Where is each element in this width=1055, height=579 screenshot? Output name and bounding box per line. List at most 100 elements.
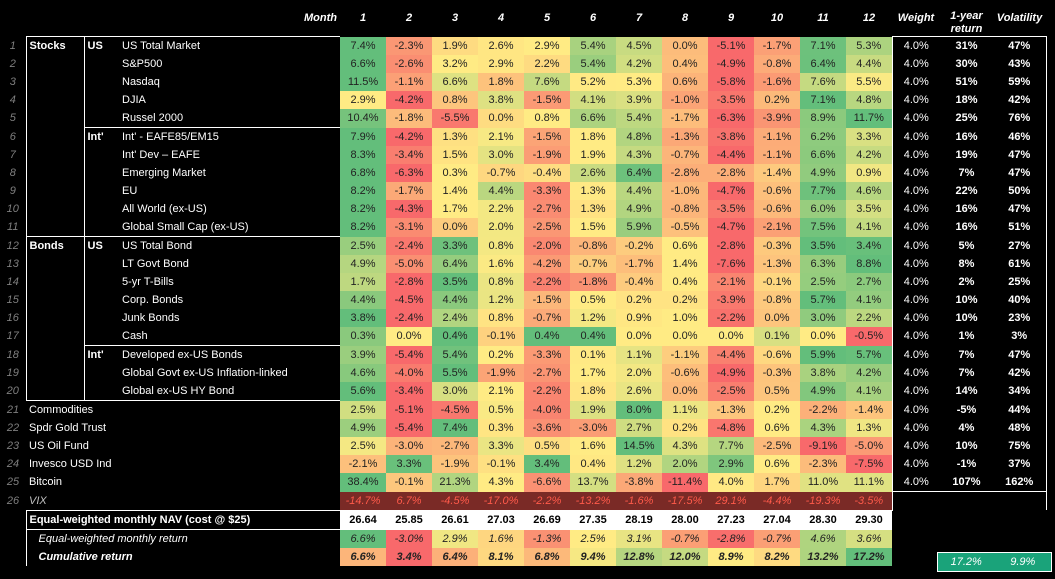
return-cell: -0.8%	[570, 236, 616, 255]
weight-cell: 4.0%	[891, 364, 940, 382]
return-cell: -3.3%	[524, 182, 570, 200]
asset-row: 9 EU 8.2% -1.7% 1.4% 4.4% -3.3% 1.3% 4.4% -1.0% -4…	[0, 182, 1047, 200]
return-cell: -2.0%	[524, 236, 570, 255]
month-header-6: 6	[589, 12, 597, 25]
row-number: 11	[7, 221, 19, 234]
return-cell: -0.6%	[754, 200, 800, 218]
weight-cell: 4.0%	[891, 437, 940, 455]
return-cell: 1.6%	[478, 255, 524, 273]
asset-row: 14 5-yr T-Bills 1.7% -2.8% 3.5% 0.8% -2.2% -1.8…	[0, 273, 1047, 291]
return-cell: 2.2%	[846, 309, 892, 327]
return-cell: -0.8%	[662, 200, 708, 218]
return-cell: -0.6%	[754, 345, 800, 364]
return-cell: -1.1%	[386, 73, 432, 91]
return-cell: -13.2%	[570, 491, 616, 510]
category-label	[25, 182, 84, 200]
return-cell: 4.9%	[616, 200, 662, 218]
return-cell: 5.4%	[570, 36, 616, 55]
return-cell: 4.9%	[340, 255, 386, 273]
return-cell: -3.0%	[570, 419, 616, 437]
return-cell: 2.1%	[478, 382, 524, 401]
subcategory-label	[83, 309, 119, 327]
return-cell: -4.5%	[432, 400, 478, 419]
weight-cell: 4.0%	[891, 91, 940, 109]
return-cell: 6.6%	[570, 109, 616, 128]
return-cell: -3.5%	[708, 200, 754, 218]
equal-weighted-return-cell: -0.7%	[754, 529, 800, 548]
return-cell: 2.0%	[662, 455, 708, 473]
cumulative-return-cell: 12.8%	[616, 547, 662, 566]
one-year-return-cell: -1%	[956, 458, 977, 470]
return-cell: -1.3%	[708, 400, 754, 419]
summary-return: 17.2%	[938, 553, 995, 571]
return-cell: -2.2%	[524, 491, 570, 510]
return-cell: -3.9%	[708, 291, 754, 309]
return-cell: 6.6%	[800, 146, 846, 164]
return-cell: 5.2%	[570, 73, 616, 91]
return-cell: -2.2%	[800, 400, 846, 419]
asset-name: Global Small Cap (ex-US)	[119, 218, 340, 237]
return-cell: -0.1%	[478, 455, 524, 473]
return-cell: -4.7%	[708, 218, 754, 237]
one-year-return-cell: 10%	[955, 312, 978, 324]
asset-row: 21 Commodities 2.5% -5.1% -4.5% 0.5% -4.0% 1.9%…	[0, 400, 1047, 419]
return-cell: -5.5%	[432, 109, 478, 128]
return-cell: 0.2%	[478, 345, 524, 364]
asset-name: Global ex-US HY Bond	[119, 382, 340, 401]
row-number: 9	[9, 185, 16, 197]
return-cell: 4.4%	[478, 182, 524, 200]
asset-row: 19 Global Govt ex-US Inflation-linked 4.6%…	[0, 364, 1047, 382]
return-cell: 0.4%	[570, 327, 616, 346]
return-cell: 1.1%	[616, 345, 662, 364]
return-cell: 4.4%	[340, 291, 386, 309]
nav-cell: 26.69	[524, 509, 570, 530]
asset-name: EU	[122, 185, 138, 197]
nav-cell: 27.03	[478, 509, 524, 530]
asset-row: 25 Bitcoin 38.4% -0.1% 21.3% 4.3% -6.6% 13.7% -3…	[0, 473, 1047, 492]
volatility-cell: 162%	[993, 473, 1047, 492]
return-cell: 0.4%	[524, 327, 570, 346]
row-number: 17	[6, 330, 19, 343]
return-cell: -5.4%	[386, 345, 432, 364]
return-cell: 8.9%	[800, 109, 846, 128]
return-cell: -7.5%	[846, 455, 892, 473]
return-cell: 6.2%	[800, 127, 846, 146]
return-cell: 6.8%	[340, 164, 386, 182]
return-cell: 4.1%	[846, 291, 892, 309]
equal-weighted-return-row: Equal-weighted monthly return 6.6% -3.0% 2.…	[0, 529, 1046, 548]
month-header-2: 2	[405, 12, 413, 25]
asset-name: Invesco USD Ind	[29, 458, 112, 470]
return-cell: 2.7%	[616, 419, 662, 437]
return-cell: -1.7%	[662, 109, 708, 128]
return-cell: -19.3%	[800, 491, 846, 510]
return-cell: 8.2%	[340, 182, 386, 200]
weight-cell: 4.0%	[891, 127, 940, 146]
weight-cell: 4.0%	[891, 200, 940, 218]
nav-cell: 28.19	[616, 509, 662, 530]
return-cell: 0.8%	[478, 309, 524, 327]
equal-weighted-return-cell: -0.7%	[662, 529, 708, 548]
weight-cell: 4.0%	[891, 327, 940, 346]
month-header-5: 5	[543, 12, 551, 25]
subcategory-label	[83, 91, 119, 109]
return-cell: 1.3%	[432, 127, 478, 146]
nav-cell: 26.61	[432, 509, 478, 530]
return-cell: -3.6%	[524, 419, 570, 437]
return-cell: -1.5%	[524, 91, 570, 109]
category-label	[25, 364, 84, 382]
return-cell: 0.5%	[524, 437, 570, 455]
cumulative-return-cell: 13.2%	[800, 547, 846, 566]
weight-cell	[891, 491, 940, 510]
header-row: Month 1 2 3 4 5 6 7 8 9 10 11 12 Weight …	[0, 0, 1046, 37]
return-cell: 2.9%	[524, 36, 570, 55]
one-year-return-cell: 18%	[955, 94, 978, 106]
return-cell: 7.6%	[524, 73, 570, 91]
weight-cell: 4.0%	[891, 109, 940, 128]
return-cell: -1.1%	[754, 146, 800, 164]
volatility-cell: 43%	[993, 55, 1047, 73]
asset-row: 4 DJIA 2.9% -4.2% 0.8% 3.8% -1.5% 4.1% 3.9% -1.0%…	[0, 91, 1047, 109]
volatility-cell: 47%	[993, 164, 1047, 182]
return-cell: -0.2%	[616, 236, 662, 255]
return-cell: 2.0%	[616, 364, 662, 382]
one-year-return-cell: 5%	[958, 239, 975, 252]
